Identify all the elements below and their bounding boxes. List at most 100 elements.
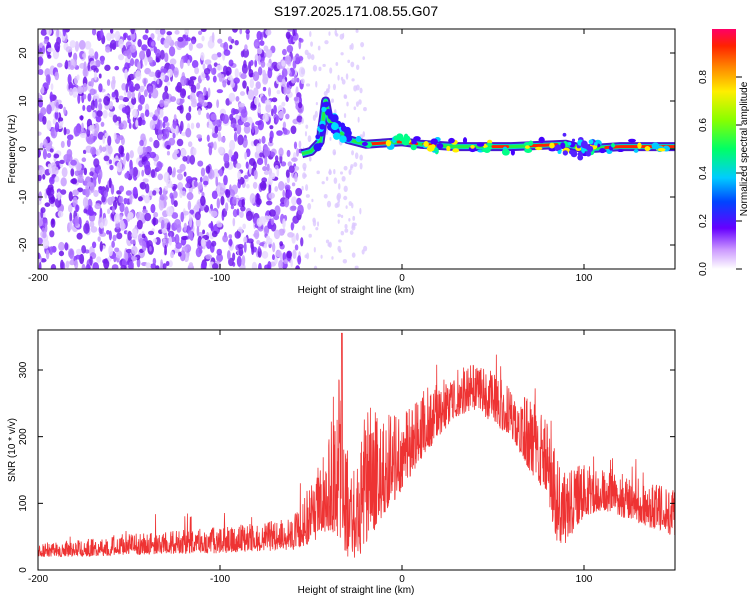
noise-mark xyxy=(285,31,291,40)
noise-mark xyxy=(183,171,187,177)
ridge-blob xyxy=(330,114,339,123)
noise-mark xyxy=(74,259,79,269)
noise-mark xyxy=(265,29,272,36)
ridge-blob xyxy=(410,144,417,151)
noise-mark xyxy=(168,260,173,268)
noise-mark xyxy=(122,32,128,39)
noise-mark xyxy=(90,146,97,156)
noise-mark xyxy=(86,104,92,113)
noise-mark xyxy=(69,220,73,230)
noise-mark xyxy=(116,161,123,173)
ridge-blob xyxy=(470,144,475,149)
noise-mark xyxy=(192,147,197,156)
noise-mark xyxy=(249,193,256,205)
noise-mark xyxy=(278,260,284,269)
ridge-blob xyxy=(385,139,392,147)
noise-mark xyxy=(216,64,223,71)
noise-mark xyxy=(68,191,73,202)
ridge-blob xyxy=(436,142,444,149)
noise-mark xyxy=(293,166,300,171)
noise-mark xyxy=(152,190,157,196)
noise-mark xyxy=(142,34,149,41)
noise-mark xyxy=(337,219,340,224)
noise-mark xyxy=(266,62,271,67)
noise-mark xyxy=(202,63,206,70)
noise-mark xyxy=(189,217,193,228)
noise-mark xyxy=(256,192,260,202)
noise-mark xyxy=(239,91,246,96)
noise-mark xyxy=(95,116,102,123)
noise-mark xyxy=(42,239,50,249)
noise-mark xyxy=(294,74,297,84)
noise-mark xyxy=(108,159,112,165)
noise-mark xyxy=(155,265,160,269)
noise-mark xyxy=(211,67,217,76)
noise-mark xyxy=(118,135,124,141)
noise-mark xyxy=(214,125,219,134)
noise-mark xyxy=(359,207,362,215)
noise-mark xyxy=(129,44,137,53)
spectrogram-marks xyxy=(38,29,675,269)
noise-mark xyxy=(58,250,65,257)
noise-mark xyxy=(108,230,112,241)
noise-mark xyxy=(285,87,291,95)
noise-mark xyxy=(132,108,138,118)
noise-mark xyxy=(150,263,157,269)
noise-mark xyxy=(182,155,188,162)
snr-x-tick-label: -100 xyxy=(210,574,230,585)
noise-mark xyxy=(286,250,293,259)
noise-mark xyxy=(196,134,202,139)
noise-mark xyxy=(224,202,229,212)
noise-mark xyxy=(220,136,226,143)
noise-mark xyxy=(126,111,131,120)
noise-mark xyxy=(333,169,336,175)
ridge-blob xyxy=(452,148,460,153)
noise-mark xyxy=(343,165,348,171)
noise-mark xyxy=(194,67,200,75)
noise-mark xyxy=(273,229,281,240)
noise-mark xyxy=(97,131,105,140)
noise-mark xyxy=(296,197,302,205)
ridge-blob xyxy=(462,137,468,145)
noise-mark xyxy=(291,222,295,229)
noise-mark xyxy=(194,211,201,221)
noise-mark xyxy=(251,244,255,256)
ridge-blob xyxy=(361,141,368,146)
noise-mark xyxy=(127,62,131,69)
noise-mark xyxy=(311,198,314,203)
noise-mark xyxy=(185,175,193,183)
noise-mark xyxy=(98,73,102,79)
noise-mark xyxy=(189,154,196,165)
noise-mark xyxy=(191,60,199,69)
noise-mark xyxy=(148,230,155,236)
noise-mark xyxy=(321,181,325,185)
noise-mark xyxy=(257,246,261,252)
noise-mark xyxy=(42,115,47,125)
noise-mark xyxy=(230,204,235,210)
noise-mark xyxy=(103,190,108,198)
noise-mark xyxy=(180,211,185,223)
noise-mark xyxy=(358,99,362,105)
noise-mark xyxy=(104,132,109,138)
noise-mark xyxy=(90,226,98,233)
noise-mark xyxy=(116,232,123,240)
noise-mark xyxy=(185,183,191,189)
noise-mark xyxy=(131,91,136,99)
noise-mark xyxy=(203,67,211,75)
noise-mark xyxy=(68,87,74,96)
noise-mark xyxy=(168,236,173,246)
noise-mark xyxy=(89,255,93,266)
ridge-blob xyxy=(580,140,588,148)
ridge-blob xyxy=(413,136,421,141)
noise-mark xyxy=(93,189,99,198)
noise-mark xyxy=(292,29,296,37)
noise-mark xyxy=(301,185,304,191)
noise-mark xyxy=(223,41,229,52)
noise-mark xyxy=(150,169,156,178)
noise-mark xyxy=(287,161,292,167)
noise-mark xyxy=(304,254,308,259)
noise-mark xyxy=(106,32,112,42)
noise-mark xyxy=(200,29,207,33)
noise-mark xyxy=(271,108,274,117)
ridge-blob xyxy=(327,111,332,116)
